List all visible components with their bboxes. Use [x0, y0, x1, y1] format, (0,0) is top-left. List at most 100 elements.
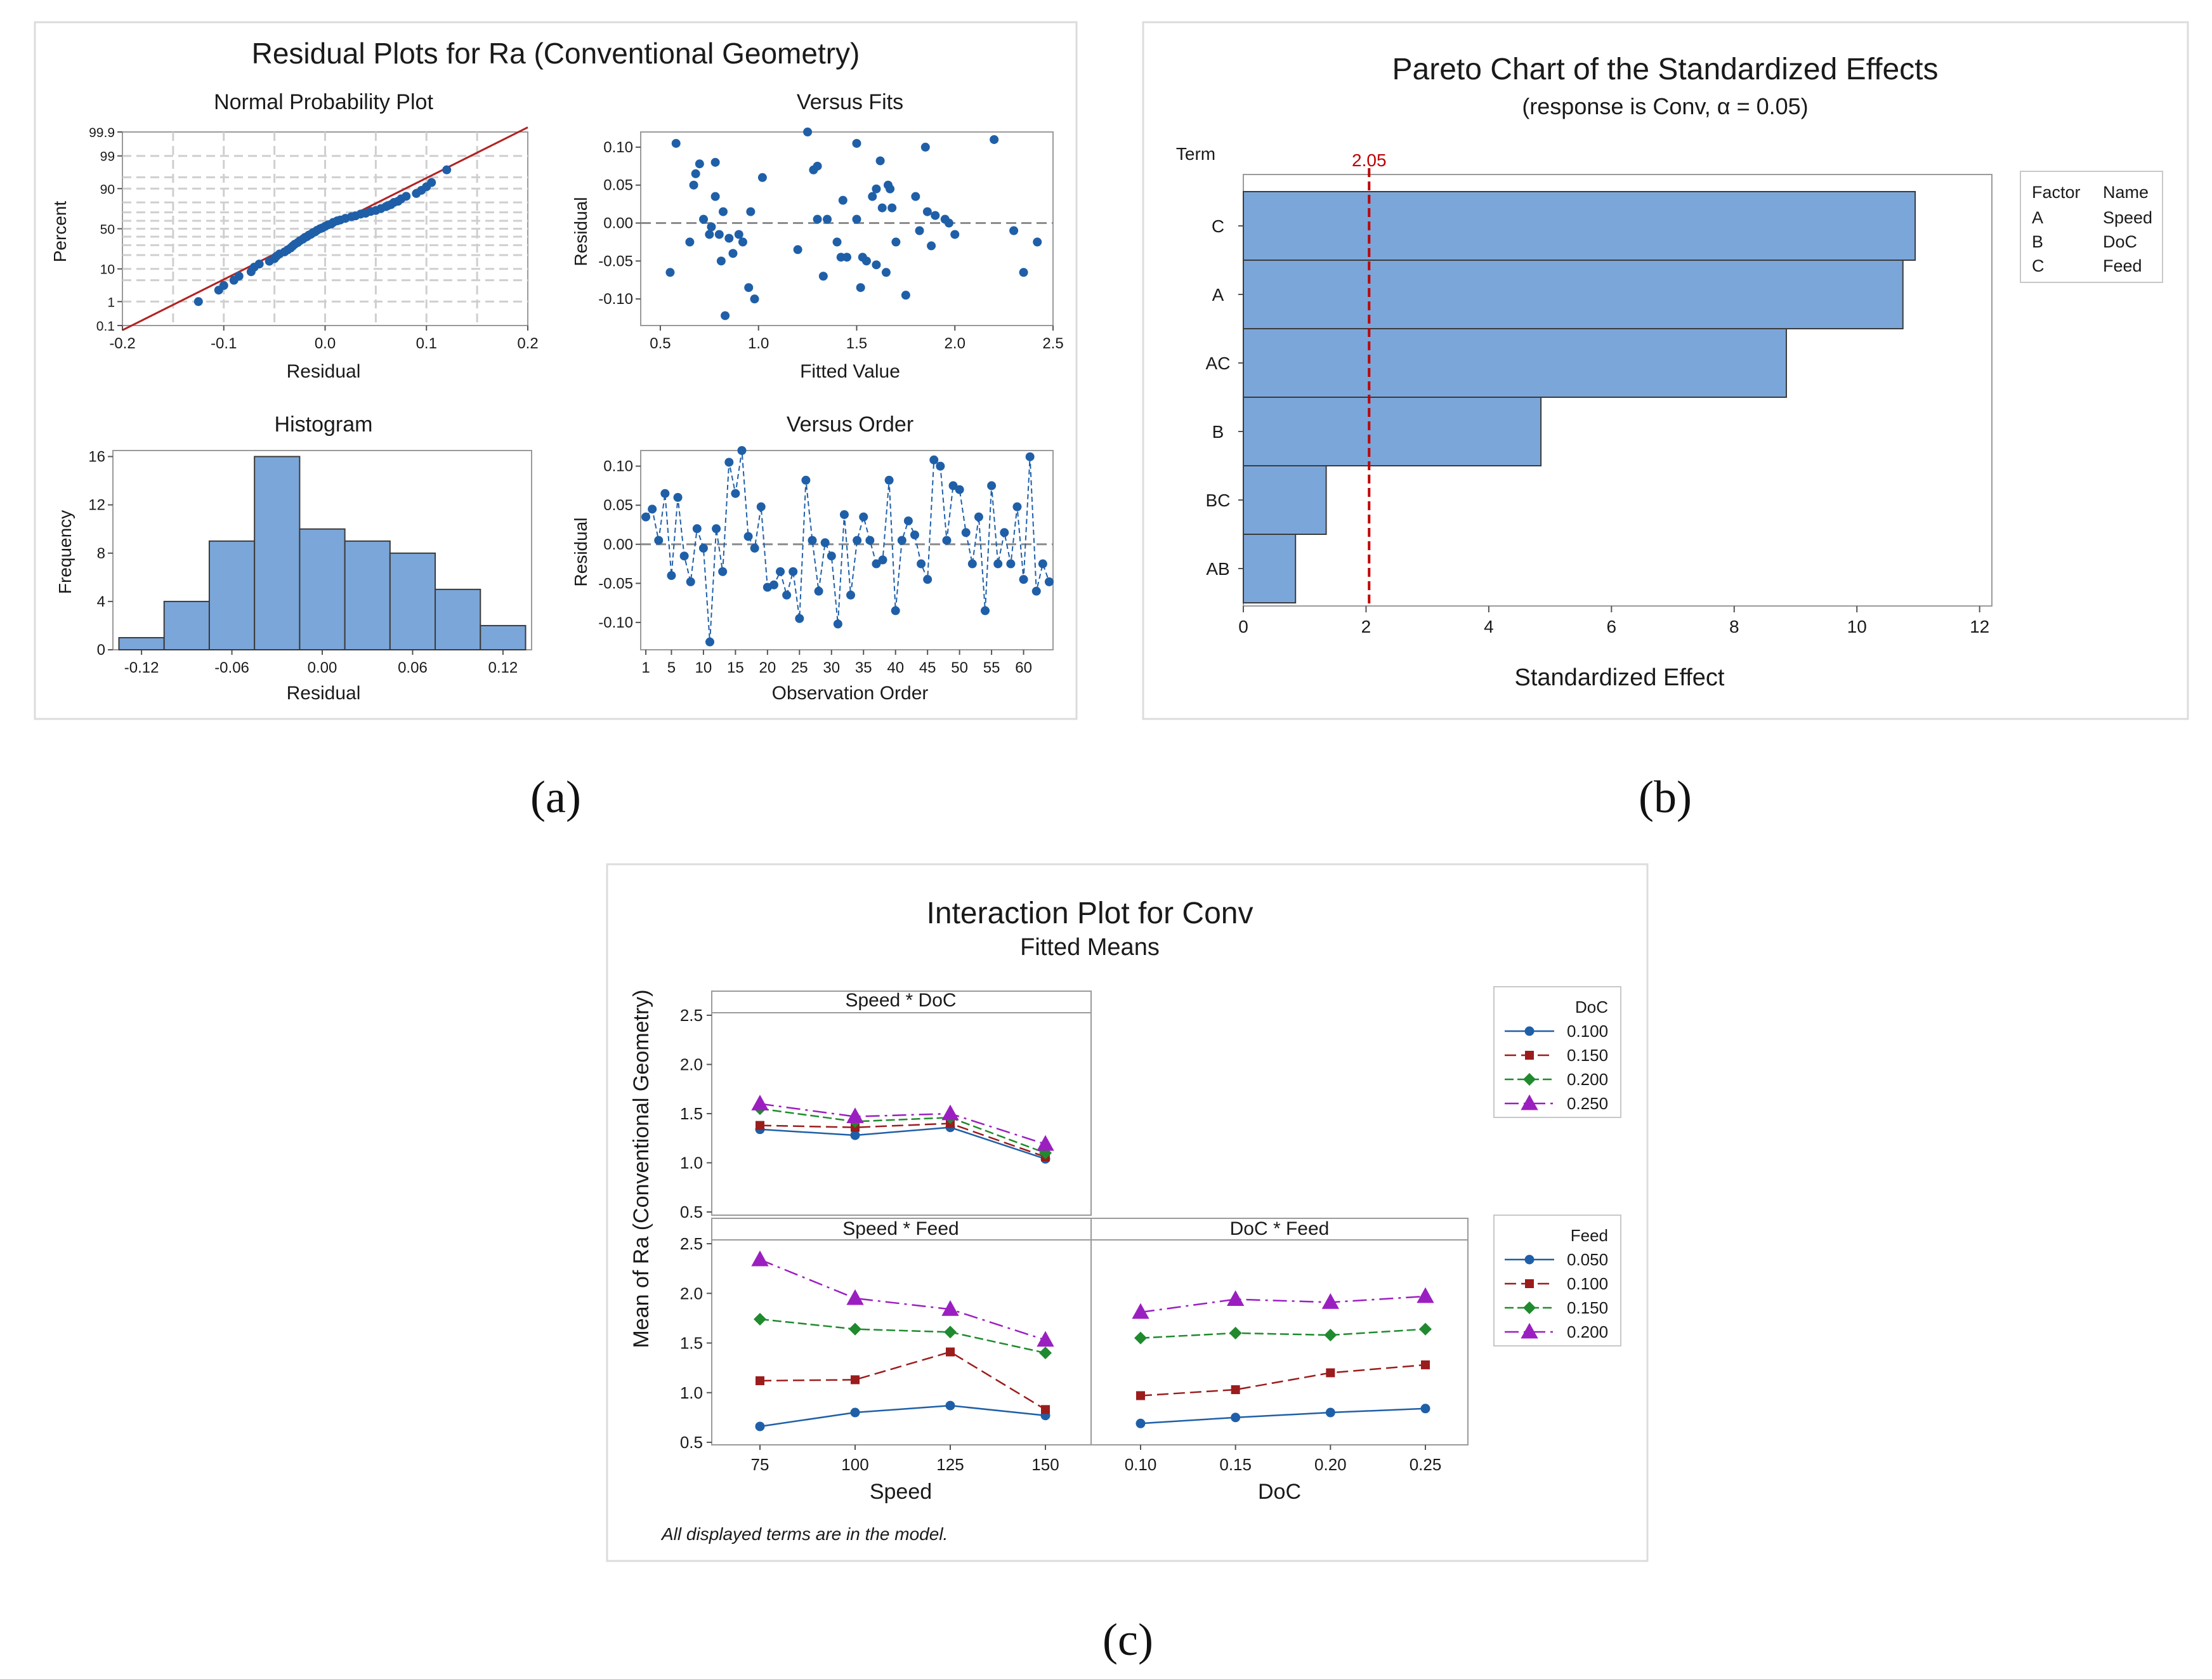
x-tick-label: 0.20: [1314, 1455, 1347, 1474]
data-point: [1006, 559, 1016, 569]
marker-diamond: [754, 1312, 766, 1326]
term-label: A: [1212, 285, 1224, 305]
histogram-bar: [208, 540, 256, 651]
marker-triangle: [1037, 1331, 1054, 1347]
interaction-footnote: All displayed terms are in the model.: [660, 1524, 948, 1544]
data-point: [1031, 586, 1041, 596]
marker-diamond: [1324, 1328, 1337, 1341]
interaction-subtitle: Fitted Means: [1020, 934, 1160, 961]
histogram-bar: [254, 456, 301, 650]
marker-circle: [1135, 1418, 1146, 1428]
x-tick-label: 2: [1361, 617, 1371, 636]
marker-diamond: [1229, 1326, 1242, 1340]
data-point: [427, 178, 436, 187]
series-line: [1140, 1328, 1426, 1339]
pareto-bar: [1243, 465, 1327, 535]
marker-diamond: [1523, 1073, 1536, 1086]
histogram-bar: [389, 552, 436, 650]
legend-header-name: Name: [2103, 183, 2149, 202]
marker-circle: [850, 1407, 860, 1418]
y-tick-label: 10: [100, 263, 115, 277]
data-point: [719, 207, 728, 216]
pareto-bar: [1243, 328, 1787, 398]
legend-factor-a: A: [2032, 208, 2043, 227]
data-point: [897, 536, 906, 545]
data-point: [872, 184, 881, 194]
data-point: [931, 211, 940, 220]
y-tick-label: 90: [100, 182, 115, 197]
marker-triangle: [751, 1250, 769, 1267]
y-tick-label: -0.05: [598, 575, 633, 592]
data-point: [1000, 528, 1009, 537]
marker-triangle: [1521, 1322, 1538, 1339]
data-point: [793, 245, 802, 254]
marker-circle: [755, 1421, 765, 1432]
y-tick-label: 99.9: [89, 126, 115, 140]
data-point: [679, 551, 689, 561]
data-point: [833, 619, 842, 629]
legend-feed-item: 0.150: [1567, 1298, 1608, 1317]
legend-name-feed: Feed: [2103, 256, 2142, 275]
legend-factor-c: C: [2032, 256, 2045, 275]
y-tick-label: 0.10: [603, 139, 633, 156]
histogram-title: Histogram: [275, 412, 373, 437]
data-point: [942, 536, 952, 545]
pareto-legend-box: [2020, 171, 2163, 283]
interaction-ylabel: Mean of Ra (Conventional Geometry): [629, 989, 653, 1348]
data-point: [859, 512, 868, 522]
marker-triangle: [1321, 1293, 1339, 1309]
data-point: [974, 512, 983, 522]
legend-header-factor: Factor: [2032, 183, 2081, 202]
strip-doc-feed: DoC * Feed: [1230, 1218, 1330, 1239]
data-point: [685, 237, 695, 247]
y-tick-label: 12: [88, 497, 105, 514]
data-point: [716, 256, 726, 266]
data-point: [673, 492, 683, 502]
marker-triangle: [1132, 1303, 1149, 1319]
histogram-marks: [118, 456, 527, 651]
legend-doc-item: 0.250: [1567, 1094, 1608, 1113]
legend-doc-item: 0.100: [1567, 1022, 1608, 1041]
x-tick-label: 10: [695, 659, 712, 676]
series-line: [759, 1103, 1046, 1145]
y-tick-label: 0.5: [680, 1202, 703, 1221]
data-point: [803, 128, 813, 136]
data-point: [911, 192, 920, 201]
y-tick-label: 4: [97, 593, 105, 610]
versus-order-ylabel: Residual: [571, 518, 591, 587]
legend-name-doc: DoC: [2103, 232, 2137, 251]
data-point: [853, 536, 862, 545]
data-point: [920, 142, 930, 152]
data-point: [660, 489, 670, 498]
pareto-xlabel: Standardized Effect: [1515, 664, 1725, 691]
data-point: [731, 489, 740, 498]
x-tick-label: -0.2: [109, 335, 135, 352]
marker-square: [756, 1121, 764, 1130]
strip-speed-doc: Speed * DoC: [845, 990, 956, 1011]
x-tick-label: 25: [791, 659, 808, 676]
normal-plot-ylabel: Percent: [50, 201, 70, 263]
y-tick-label: 0: [97, 642, 105, 659]
data-point: [402, 192, 411, 201]
x-tick-label: 0.2: [517, 335, 538, 352]
caption-b: (b): [1639, 772, 1692, 822]
term-label: BC: [1206, 491, 1231, 510]
x-tick-label: 0.25: [1410, 1455, 1442, 1474]
y-tick-label: 2.0: [680, 1055, 703, 1074]
x-tick-label: 10: [1847, 617, 1867, 636]
marker-circle: [1420, 1404, 1430, 1414]
y-tick-label: 0.00: [603, 215, 633, 232]
legend-doc-marks: [1505, 1026, 1554, 1110]
marker-diamond: [1134, 1331, 1147, 1345]
data-point: [442, 165, 452, 174]
legend-factor-b: B: [2032, 232, 2043, 251]
xlabel-doc: DoC: [1258, 1480, 1301, 1504]
data-point: [901, 291, 910, 300]
data-point: [875, 156, 885, 166]
versus-order-xlabel: Observation Order: [772, 683, 929, 704]
y-tick-label: 0.5: [680, 1433, 703, 1452]
x-tick-label: 1.0: [748, 335, 769, 352]
marker-square: [1421, 1360, 1430, 1369]
marker-circle: [1231, 1412, 1241, 1423]
